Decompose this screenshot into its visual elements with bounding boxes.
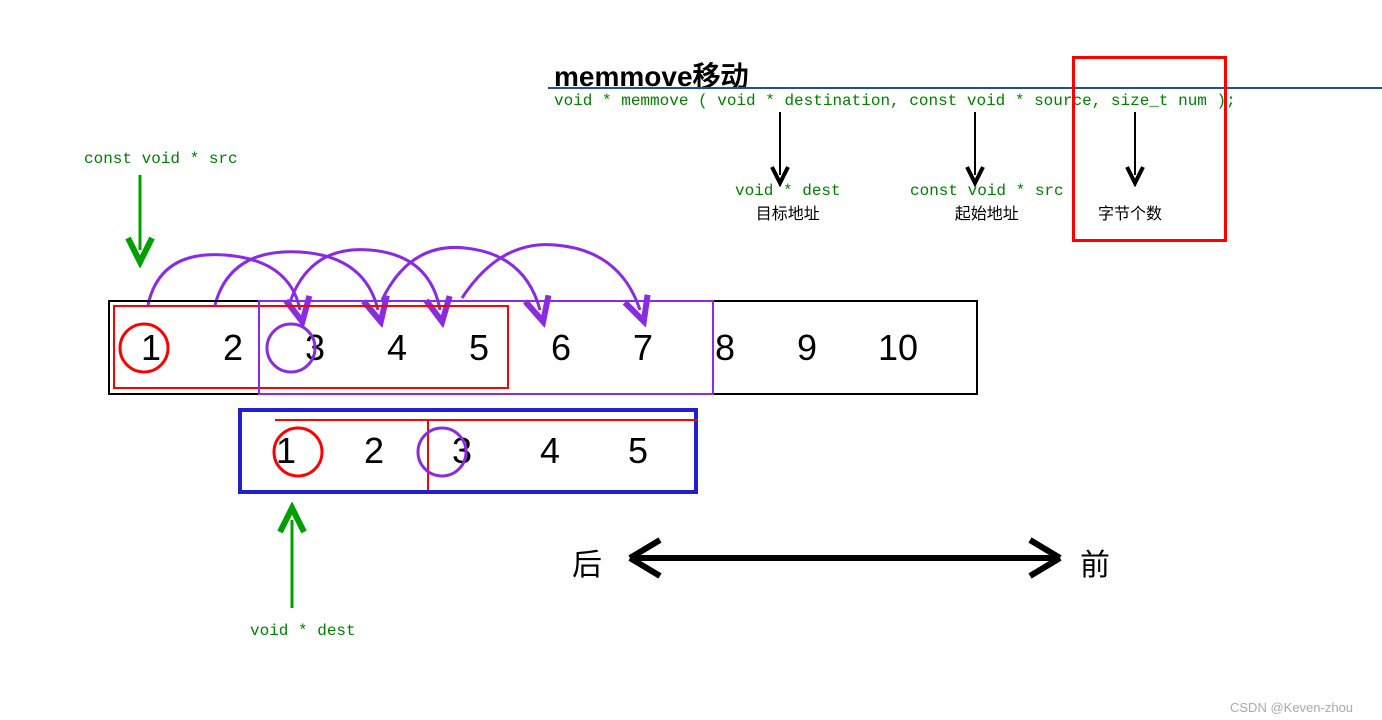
src-pointer-label: const void * src [84,150,238,168]
watermark: CSDN @Keven-zhou [1230,700,1353,715]
dcell-3: 3 [418,430,506,472]
dest-param-label: void * dest 目标地址 [735,182,841,224]
direction-right-label: 前 [1080,540,1110,584]
cell-9: 9 [766,327,848,369]
dest-param-desc: 目标地址 [735,200,841,224]
dcell-4: 4 [506,430,594,472]
src-param-desc: 起始地址 [910,200,1064,224]
dest-pointer-label: void * dest [250,622,356,640]
cell-10: 10 [848,327,948,369]
dest-array: 1 2 3 4 5 [238,408,698,494]
dcell-2: 2 [330,430,418,472]
dcell-5: 5 [594,430,682,472]
direction-left-label: 后 [572,540,602,584]
diagram-title: memmove移动 [554,55,749,95]
dcell-1: 1 [242,430,330,472]
num-param-label: 字节个数 [1098,200,1162,224]
src-param-type: const void * src [910,182,1064,200]
dest-param-type: void * dest [735,182,841,200]
src-param-label: const void * src 起始地址 [910,182,1064,224]
dest-range-purple [258,300,714,395]
